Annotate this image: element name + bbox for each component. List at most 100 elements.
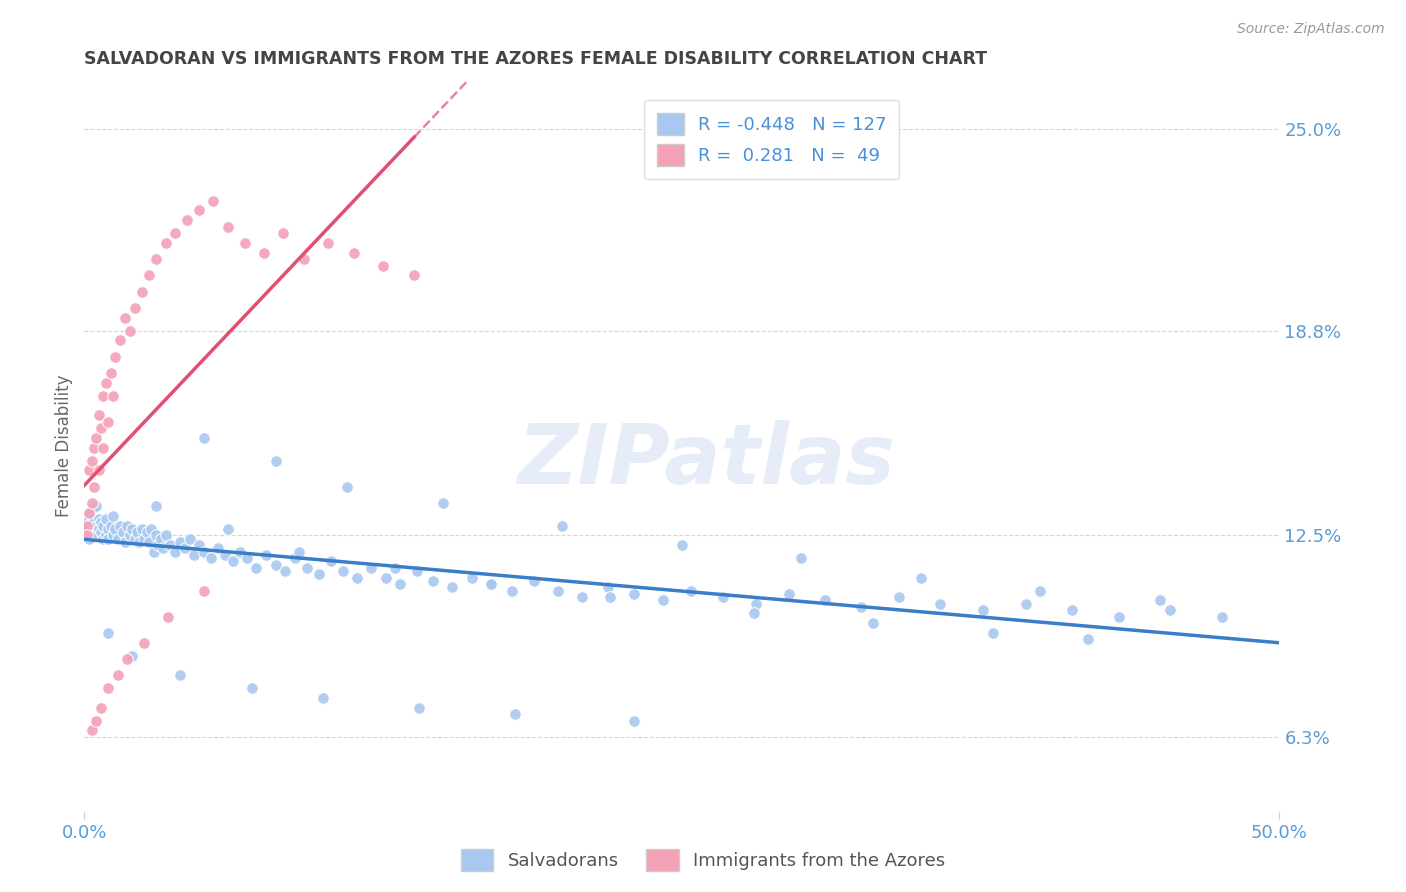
Point: [217, 522, 239, 536]
Point: [274, 564, 297, 578]
Point: [90, 516, 112, 530]
Point: [503, 707, 526, 722]
Point: [124, 532, 146, 546]
Point: [107, 668, 129, 682]
Point: [432, 496, 454, 510]
Point: [188, 538, 211, 552]
Point: [138, 535, 160, 549]
Point: [271, 226, 294, 240]
Point: [93, 518, 115, 533]
Point: [86, 714, 108, 728]
Point: [336, 480, 359, 494]
Point: [571, 590, 593, 604]
Point: [240, 681, 263, 696]
Point: [132, 532, 156, 546]
Point: [551, 518, 574, 533]
Point: [93, 389, 115, 403]
Point: [87, 463, 110, 477]
Point: [107, 532, 129, 546]
Point: [179, 532, 201, 546]
Point: [346, 571, 368, 585]
Point: [169, 535, 191, 549]
Point: [76, 518, 98, 533]
Point: [94, 528, 117, 542]
Point: [711, 590, 734, 604]
Point: [76, 528, 98, 542]
Point: [547, 583, 569, 598]
Point: [889, 590, 911, 604]
Point: [138, 268, 160, 283]
Point: [233, 235, 256, 250]
Point: [141, 522, 163, 536]
Point: [501, 583, 523, 598]
Point: [183, 548, 205, 562]
Point: [97, 415, 120, 429]
Point: [745, 597, 768, 611]
Point: [80, 525, 103, 540]
Point: [152, 541, 174, 556]
Point: [851, 599, 873, 614]
Point: [86, 499, 108, 513]
Point: [118, 528, 141, 542]
Point: [319, 554, 342, 568]
Point: [374, 571, 396, 585]
Point: [165, 544, 187, 558]
Point: [188, 203, 211, 218]
Point: [236, 551, 259, 566]
Point: [86, 528, 108, 542]
Point: [316, 235, 339, 250]
Point: [121, 648, 143, 663]
Point: [742, 607, 765, 621]
Point: [1060, 603, 1083, 617]
Point: [86, 518, 108, 533]
Point: [101, 389, 124, 403]
Point: [405, 564, 427, 578]
Point: [1029, 583, 1052, 598]
Text: Source: ZipAtlas.com: Source: ZipAtlas.com: [1237, 22, 1385, 37]
Point: [114, 535, 136, 549]
Point: [104, 522, 127, 536]
Point: [214, 548, 236, 562]
Point: [90, 700, 112, 714]
Point: [104, 350, 127, 364]
Point: [814, 593, 837, 607]
Point: [388, 577, 411, 591]
Point: [441, 581, 464, 595]
Point: [148, 538, 170, 552]
Text: SALVADORAN VS IMMIGRANTS FROM THE AZORES FEMALE DISABILITY CORRELATION CHART: SALVADORAN VS IMMIGRANTS FROM THE AZORES…: [84, 50, 987, 68]
Point: [284, 551, 307, 566]
Point: [193, 431, 215, 445]
Point: [86, 431, 108, 445]
Point: [229, 544, 252, 558]
Point: [125, 525, 148, 540]
Point: [408, 700, 430, 714]
Legend: R = -0.448   N = 127, R =  0.281   N =  49: R = -0.448 N = 127, R = 0.281 N = 49: [644, 100, 900, 178]
Point: [1149, 593, 1171, 607]
Point: [155, 528, 177, 542]
Point: [132, 635, 156, 649]
Point: [76, 518, 98, 533]
Point: [97, 681, 120, 696]
Point: [111, 525, 134, 540]
Point: [100, 518, 122, 533]
Point: [176, 213, 198, 227]
Point: [80, 496, 103, 510]
Point: [929, 597, 952, 611]
Point: [97, 626, 120, 640]
Point: [93, 441, 115, 455]
Point: [245, 561, 267, 575]
Point: [599, 590, 621, 604]
Point: [790, 551, 813, 566]
Point: [121, 522, 143, 536]
Point: [254, 548, 277, 562]
Point: [124, 301, 146, 315]
Point: [145, 499, 167, 513]
Point: [94, 512, 117, 526]
Point: [77, 506, 100, 520]
Point: [404, 268, 426, 283]
Point: [288, 544, 311, 558]
Point: [159, 538, 181, 552]
Point: [77, 506, 100, 520]
Legend: Salvadorans, Immigrants from the Azores: Salvadorans, Immigrants from the Azores: [454, 842, 952, 879]
Point: [200, 551, 222, 566]
